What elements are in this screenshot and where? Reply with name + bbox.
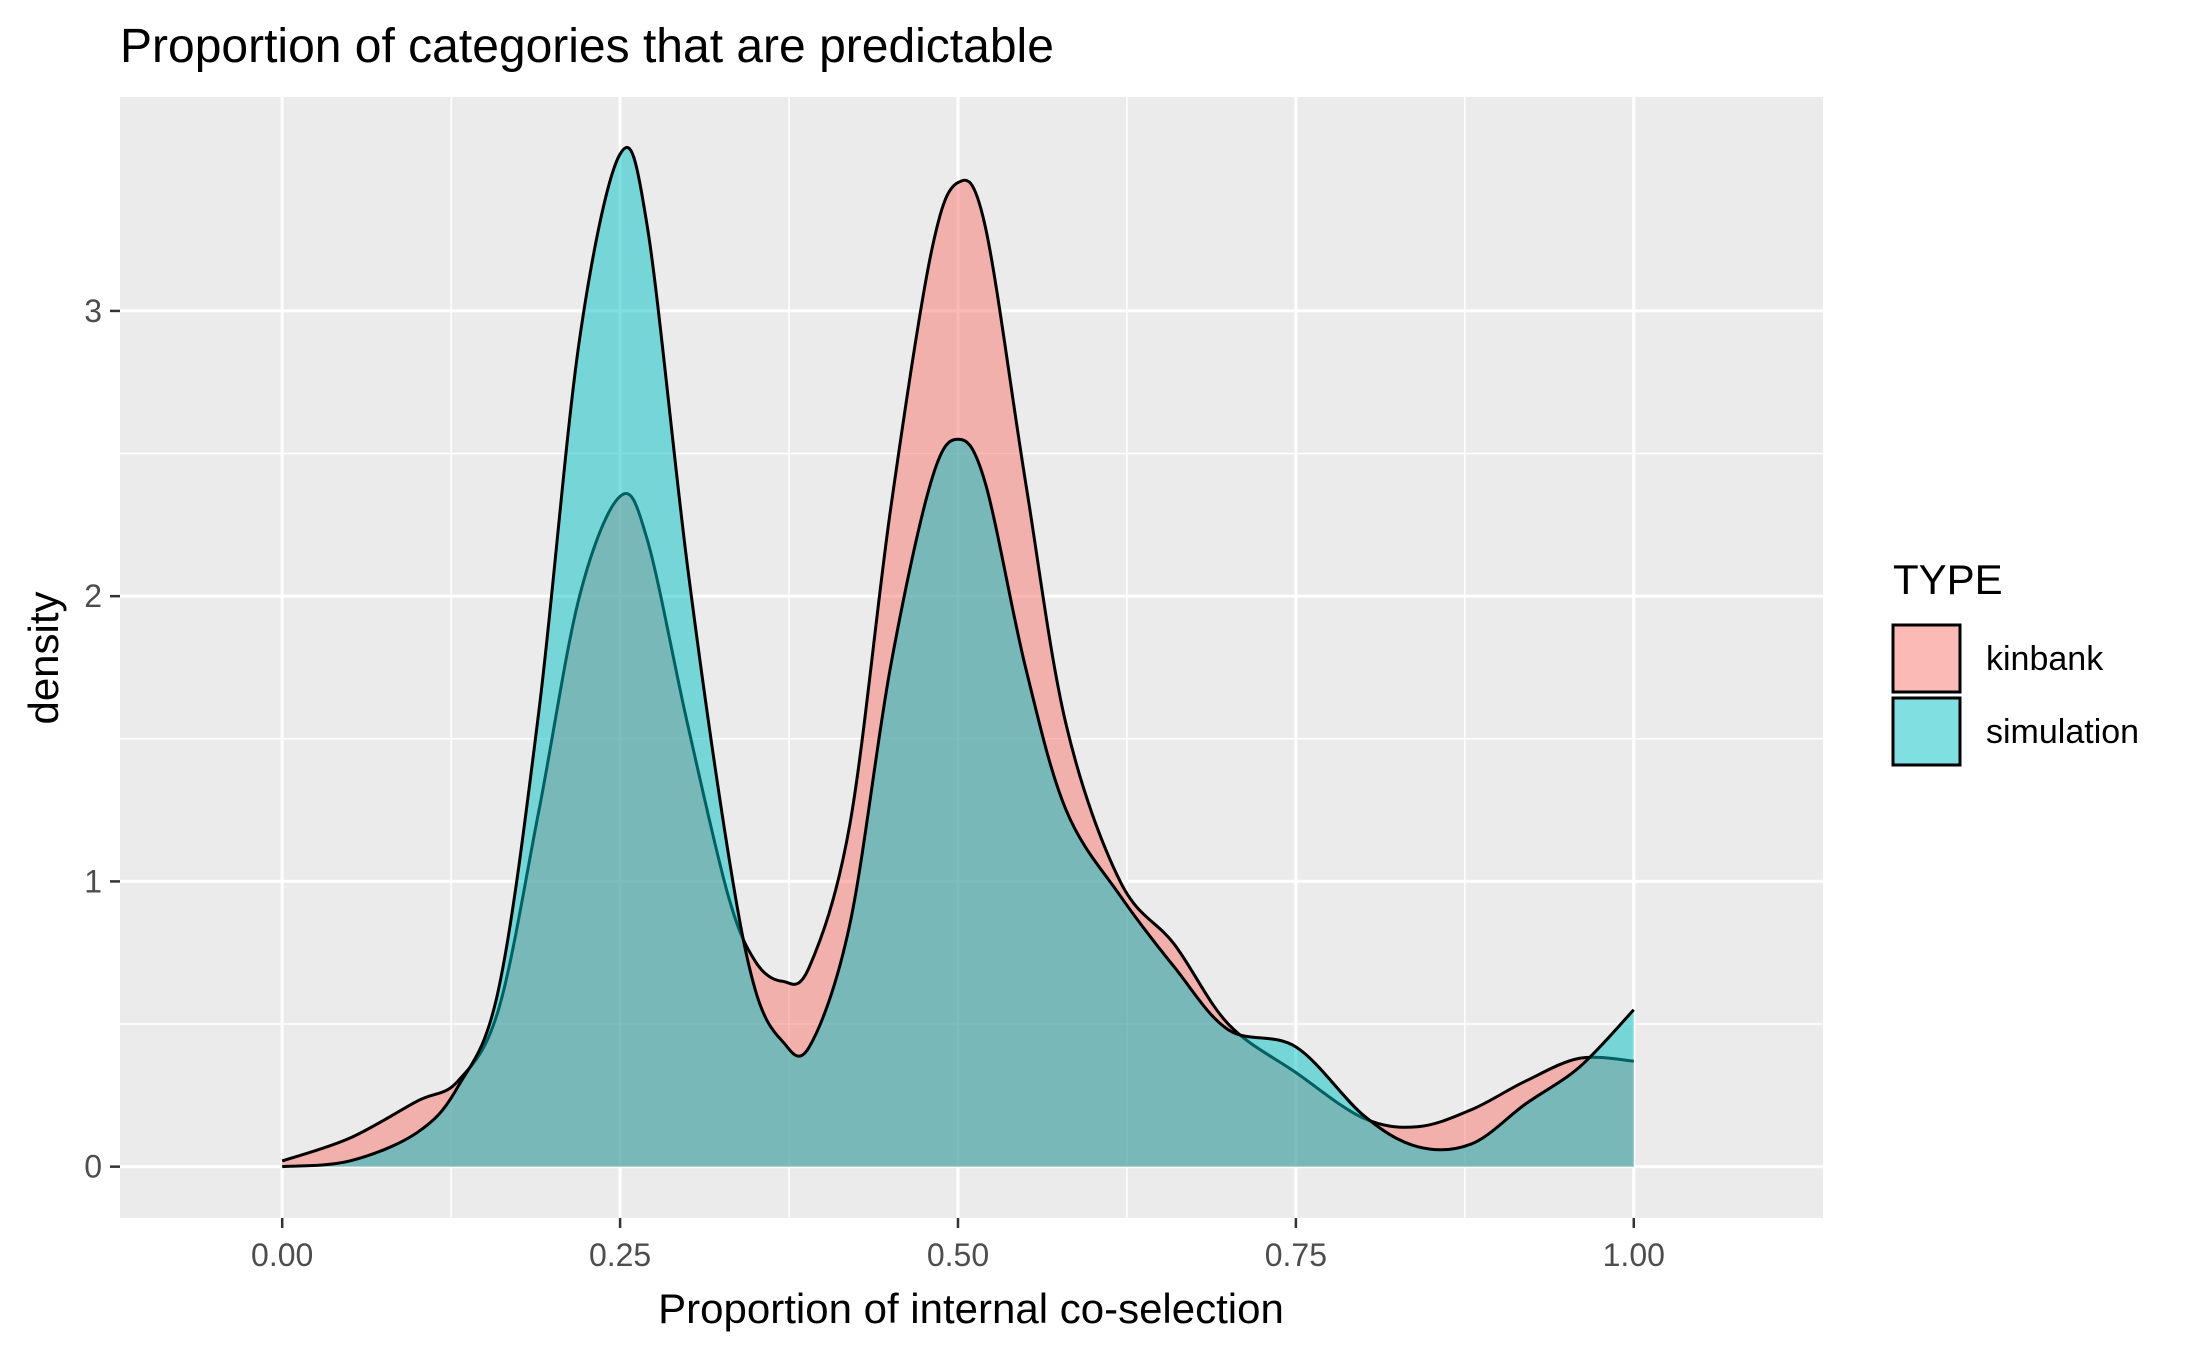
x-tick-label: 0.25 bbox=[589, 1237, 651, 1273]
chart-title: Proportion of categories that are predic… bbox=[120, 20, 1054, 73]
density-series bbox=[281, 146, 1635, 1169]
x-tick-label: 0.00 bbox=[251, 1237, 313, 1273]
y-tick-label: 0 bbox=[84, 1149, 102, 1185]
legend-key-kinbank bbox=[1891, 623, 1962, 694]
legend-key-simulation bbox=[1891, 696, 1962, 767]
legend-label-kinbank: kinbank bbox=[1986, 640, 2104, 678]
legend-label-simulation: simulation bbox=[1986, 713, 2139, 751]
y-axis: 0 1 2 3 bbox=[84, 293, 120, 1185]
legend-title: TYPE bbox=[1893, 556, 2003, 603]
x-tick-label: 1.00 bbox=[1603, 1237, 1665, 1273]
density-area-simulation bbox=[282, 147, 1634, 1167]
x-axis-title: Proportion of internal co-selection bbox=[658, 1285, 1284, 1332]
y-tick-label: 1 bbox=[84, 863, 102, 899]
legend: TYPE kinbank simulation bbox=[1891, 556, 2139, 767]
density-line-simulation bbox=[282, 146, 1635, 1169]
y-tick-label: 2 bbox=[84, 578, 102, 614]
x-tick-label: 0.75 bbox=[1265, 1237, 1327, 1273]
x-axis: 0.00 0.25 0.50 0.75 1.00 bbox=[251, 1218, 1665, 1273]
x-tick-label: 0.50 bbox=[927, 1237, 989, 1273]
y-tick-label: 3 bbox=[84, 293, 102, 329]
y-axis-title: density bbox=[20, 591, 67, 724]
